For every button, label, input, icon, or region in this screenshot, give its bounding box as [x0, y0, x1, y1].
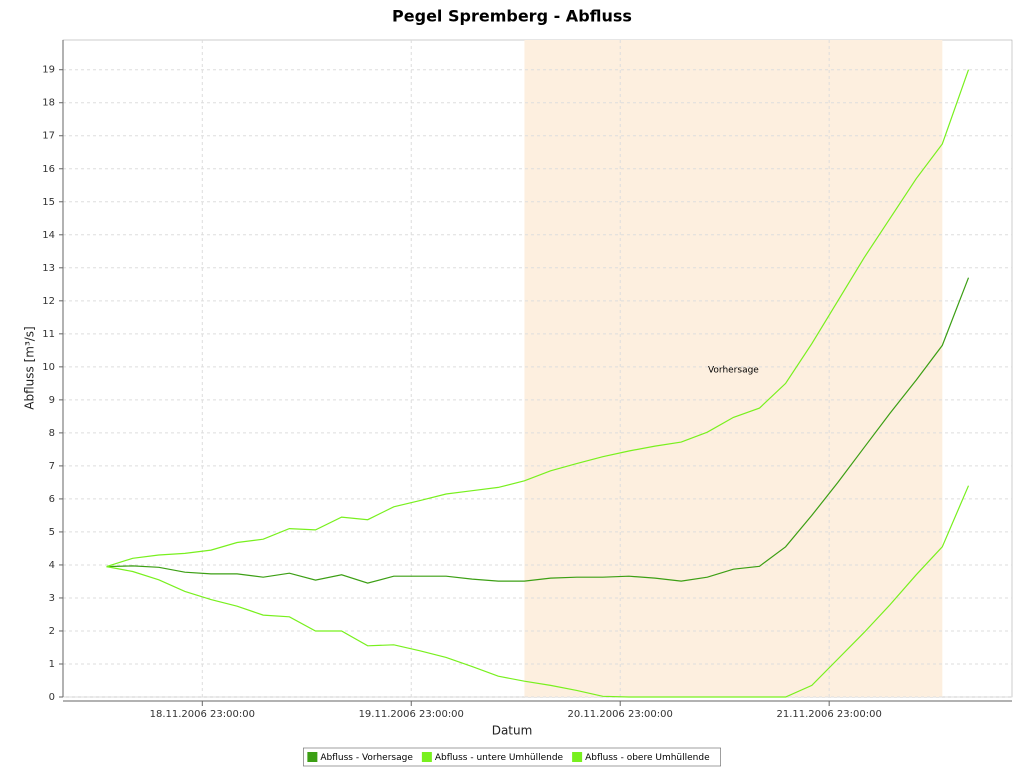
- y-tick-label: 7: [49, 461, 55, 472]
- x-tick-label: 18.11.2006 23:00:00: [150, 709, 255, 720]
- forecast-marker: [524, 40, 943, 697]
- legend-label: Abfluss - obere Umhüllende: [585, 753, 710, 763]
- y-tick-label: 4: [49, 560, 55, 571]
- y-tick-label: 1: [49, 659, 55, 670]
- y-tick-label: 18: [42, 98, 55, 109]
- y-tick-label: 17: [42, 131, 55, 142]
- y-tick-label: 6: [49, 494, 55, 505]
- legend: Abfluss - Vorhersage Abfluss - untere Umh…: [303, 747, 721, 767]
- y-tick-label: 10: [42, 362, 55, 373]
- y-tick-label: 5: [49, 527, 55, 538]
- plot-area: 01234567891011121314151617181918.11.2006…: [42, 39, 1013, 720]
- y-tick-label: 12: [42, 296, 55, 307]
- legend-swatch: [307, 752, 318, 762]
- legend-box: [303, 747, 721, 767]
- x-tick-label: 20.11.2006 23:00:00: [568, 709, 673, 720]
- legend-swatch: [572, 752, 583, 762]
- series-line: [106, 69, 970, 568]
- chart-title: Pegel Spremberg - Abfluss: [392, 7, 632, 26]
- y-tick-label: 8: [49, 428, 55, 439]
- x-axis-label: Datum: [492, 724, 533, 738]
- legend-label: Abfluss - untere Umhüllende: [435, 753, 564, 763]
- series-line: [106, 277, 970, 584]
- y-tick-label: 9: [49, 395, 55, 406]
- legend-label: Abfluss - Vorhersage: [320, 753, 413, 763]
- x-tick-label: 21.11.2006 23:00:00: [776, 709, 881, 720]
- series-line: [106, 485, 970, 698]
- x-tick-label: 19.11.2006 23:00:00: [359, 709, 464, 720]
- legend-swatch: [421, 752, 432, 762]
- y-axis-label: Abfluss [m³/s]: [23, 326, 37, 409]
- y-tick-label: 0: [49, 692, 55, 703]
- marker-label: Vorhersage: [708, 366, 759, 376]
- y-tick-label: 11: [42, 329, 55, 340]
- y-tick-label: 3: [49, 593, 55, 604]
- y-tick-label: 16: [42, 164, 55, 175]
- y-tick-label: 15: [42, 197, 55, 208]
- y-tick-label: 14: [42, 230, 55, 241]
- y-tick-label: 2: [49, 626, 55, 637]
- y-tick-label: 19: [42, 65, 55, 76]
- y-tick-label: 13: [42, 263, 55, 274]
